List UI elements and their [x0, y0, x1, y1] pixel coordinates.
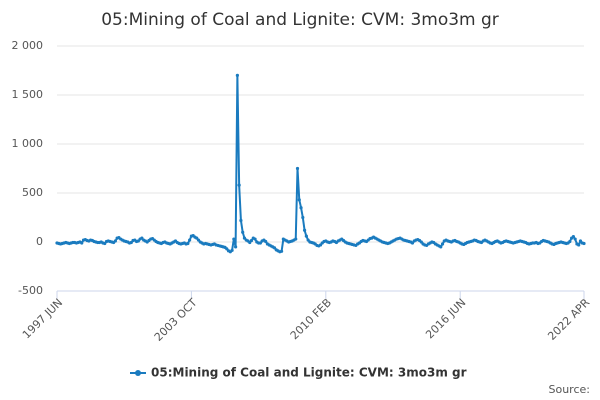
- data-point: [573, 237, 577, 241]
- data-point: [299, 206, 303, 210]
- data-point: [439, 245, 443, 249]
- source: Source:: [549, 383, 591, 396]
- data-point: [295, 166, 300, 171]
- data-point: [264, 239, 268, 244]
- data-point: [577, 243, 581, 247]
- data-point: [188, 238, 192, 242]
- x-tick-label: 2016 JUN: [423, 296, 468, 341]
- chart-title: 05:Mining of Coal and Lignite: CVM: 3mo3…: [101, 10, 499, 30]
- y-tick-label: 1 500: [12, 88, 44, 101]
- y-tick-label: 0: [36, 235, 43, 248]
- data-point: [301, 215, 305, 220]
- legend-marker: [135, 370, 141, 376]
- data-point: [237, 183, 241, 187]
- data-point: [582, 241, 586, 246]
- data-point: [232, 237, 236, 241]
- series-line: [56, 75, 585, 254]
- data-point: [241, 230, 245, 234]
- data-point: [80, 241, 84, 245]
- x-tick-label: 1997 JUN: [20, 296, 65, 341]
- y-tick-label: 2 000: [12, 39, 44, 52]
- data-point: [239, 218, 243, 223]
- data-point: [294, 237, 298, 241]
- data-point: [297, 198, 301, 202]
- data-point: [253, 237, 257, 241]
- x-tick-label: 2022 APR: [545, 296, 592, 343]
- data-point: [234, 245, 238, 249]
- data-point: [571, 235, 575, 239]
- legend-label: 05:Mining of Coal and Lignite: CVM: 3mo3…: [151, 366, 467, 380]
- y-tick-label: 500: [22, 186, 43, 199]
- data-point: [279, 249, 284, 253]
- data-point: [568, 239, 572, 244]
- data-point: [113, 239, 117, 243]
- data-point: [440, 242, 445, 246]
- y-tick-label: -500: [18, 284, 43, 297]
- data-point: [249, 238, 254, 243]
- x-tick-label: 2003 OCT: [152, 296, 200, 344]
- data-point: [304, 234, 308, 238]
- data-point: [302, 228, 307, 232]
- data-point: [235, 73, 239, 77]
- data-point: [230, 248, 234, 252]
- x-tick-label: 2010 FEB: [288, 296, 334, 342]
- y-tick-label: 1 000: [12, 137, 44, 150]
- data-point: [186, 241, 190, 246]
